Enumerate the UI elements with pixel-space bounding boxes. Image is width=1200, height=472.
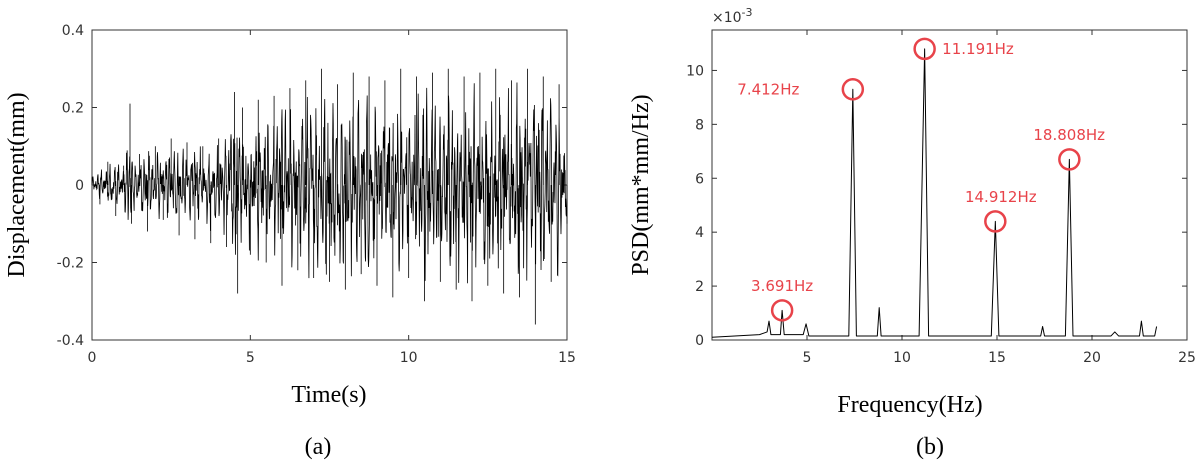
- displacement-series-line: [91, 68, 568, 325]
- x-axis-label-a: Time(s): [291, 382, 366, 408]
- panel-label-a: (a): [305, 434, 332, 460]
- x-tick-label: 20: [1083, 350, 1101, 366]
- y-tick-label: 0: [75, 178, 84, 194]
- x-ticks-b: 5 10 15 20 25: [803, 30, 1196, 366]
- x-tick-label: 15: [558, 350, 576, 366]
- y-ticks-b: 0 2 4 6 8 10: [686, 63, 1187, 349]
- peak-label: 11.191Hz: [942, 40, 1014, 58]
- peak-marker-circle: [1058, 148, 1081, 171]
- x-tick-label: 5: [246, 350, 255, 366]
- panel-b: ×10-3 0 2 4 6 8 10 5 10 15 20 25 3.691Hz 7.412Hz 11…: [628, 6, 1196, 460]
- x-ticks-a: 0 5 10 15: [88, 30, 576, 366]
- psd-series-line: [711, 48, 1158, 338]
- peak-label: 3.691Hz: [751, 277, 813, 295]
- y-tick-label: 0.4: [62, 23, 84, 39]
- x-tick-label: 0: [88, 350, 97, 366]
- peak-label: 14.912Hz: [965, 188, 1037, 206]
- x-tick-label: 5: [803, 350, 812, 366]
- y-tick-label: 10: [686, 63, 704, 79]
- peak-marker-circle: [841, 78, 865, 101]
- y-tick-label: 6: [695, 171, 704, 187]
- y-tick-label: 4: [695, 225, 704, 241]
- y-axis-label-a: Displacement(mm): [4, 92, 30, 277]
- exponent-label-b: ×10-3: [712, 6, 753, 26]
- y-tick-label: 8: [695, 117, 704, 133]
- peak-marker-circle: [913, 37, 936, 61]
- y-tick-label: -0.2: [57, 256, 84, 272]
- series-b: [711, 48, 1158, 338]
- x-tick-label: 10: [400, 350, 418, 366]
- x-tick-label: 25: [1178, 350, 1196, 366]
- series-a: [91, 68, 568, 325]
- peak-label: 18.808Hz: [1033, 126, 1105, 144]
- exponent-base: ×10: [712, 10, 742, 26]
- peak-marker-circle: [984, 210, 1007, 233]
- y-tick-label: -0.4: [57, 333, 84, 349]
- peak-marker-circle: [770, 299, 794, 322]
- plot-frame-b: [711, 29, 1188, 341]
- panel-label-b: (b): [916, 434, 944, 460]
- y-ticks-a: -0.4 -0.2 0 0.2 0.4: [57, 23, 567, 349]
- x-axis-label-b: Frequency(Hz): [837, 392, 982, 418]
- y-tick-label: 2: [695, 279, 704, 295]
- peak-annotations: 3.691Hz 7.412Hz 11.191Hz 14.912Hz 18.808Hz: [737, 37, 1105, 322]
- y-tick-label: 0.2: [62, 101, 84, 117]
- panel-a: -0.4 -0.2 0 0.2 0.4 0 5 10 15 Time(s) Displacem…: [4, 23, 576, 460]
- y-tick-label: 0: [695, 333, 704, 349]
- peak-label: 7.412Hz: [737, 80, 799, 98]
- x-tick-label: 10: [893, 350, 911, 366]
- x-tick-label: 15: [988, 350, 1006, 366]
- y-axis-label-b: PSD(mm*mm/Hz): [628, 94, 654, 275]
- exponent-power: -3: [742, 6, 753, 19]
